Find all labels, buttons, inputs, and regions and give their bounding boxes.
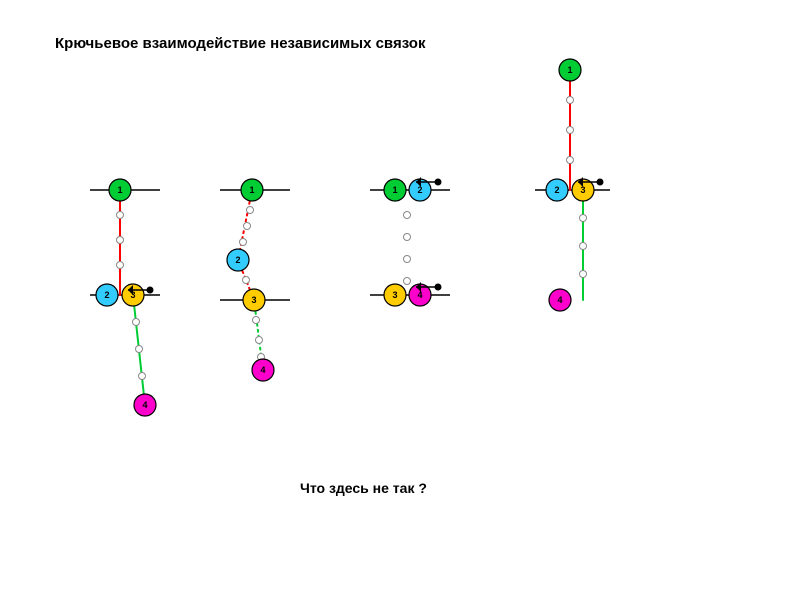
node-4 — [549, 289, 571, 311]
node-1 — [109, 179, 131, 201]
node-3 — [384, 284, 406, 306]
node-1 — [241, 179, 263, 201]
node-2 — [96, 284, 118, 306]
diagram-canvas: 1234123412341234 — [0, 0, 800, 600]
node-2 — [227, 249, 249, 271]
node-4 — [252, 359, 274, 381]
node-4 — [134, 394, 156, 416]
node-3 — [243, 289, 265, 311]
d2: 1234 — [220, 179, 290, 381]
node-1 — [384, 179, 406, 201]
d1: 1234 — [90, 179, 160, 416]
node-1 — [559, 59, 581, 81]
node-2 — [546, 179, 568, 201]
